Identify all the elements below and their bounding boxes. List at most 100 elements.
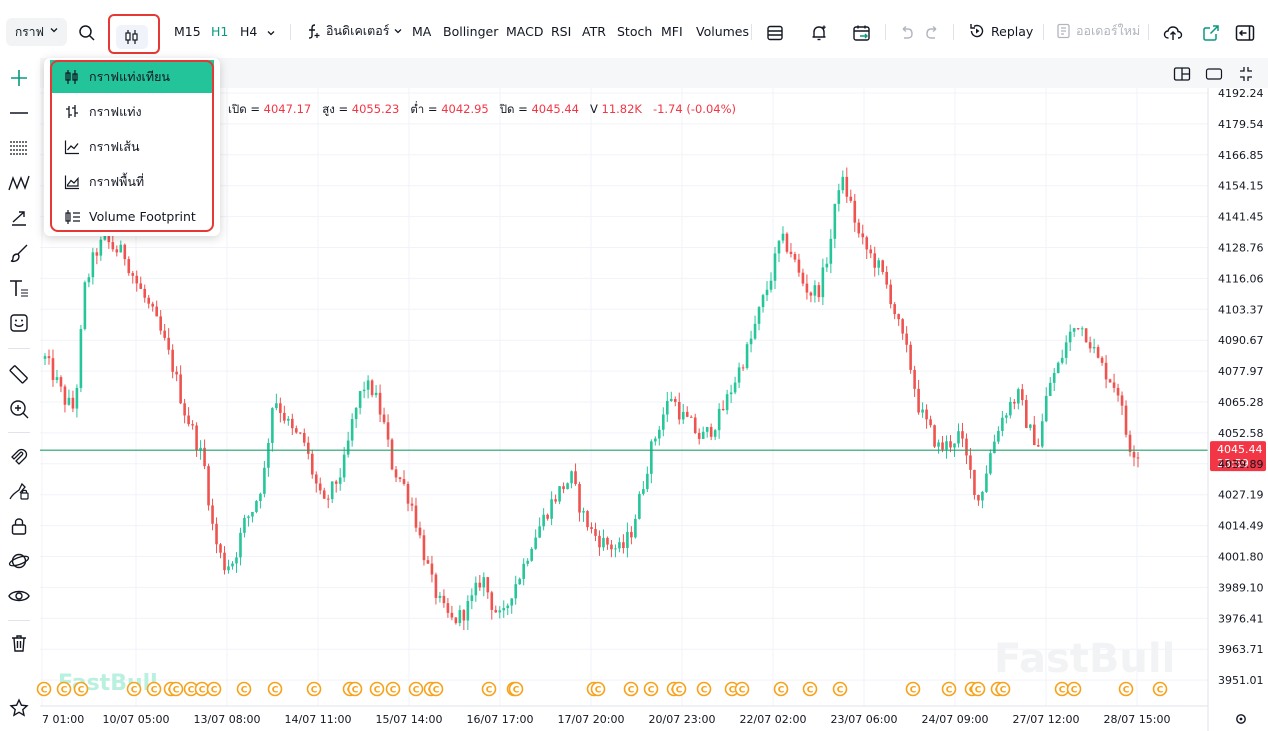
- timeframe-h1[interactable]: H1: [211, 23, 229, 39]
- brush-icon[interactable]: [6, 240, 32, 266]
- crosshair-icon[interactable]: [6, 65, 32, 91]
- event-marker-icon[interactable]: C: [146, 681, 162, 697]
- event-marker-icon[interactable]: C: [369, 681, 385, 697]
- event-marker-icon[interactable]: C: [267, 681, 283, 697]
- event-marker-icon[interactable]: C: [696, 681, 712, 697]
- event-marker-icon[interactable]: C: [126, 681, 142, 697]
- trend-arrow-icon[interactable]: [6, 205, 32, 231]
- event-marker-icon[interactable]: C: [56, 681, 72, 697]
- candle: [298, 432, 302, 435]
- indicator-ma[interactable]: MA: [412, 23, 432, 39]
- event-marker-icon[interactable]: C: [408, 681, 424, 697]
- fib-lines-icon[interactable]: [6, 135, 32, 161]
- search-icon[interactable]: [76, 22, 98, 44]
- event-marker-icon[interactable]: C: [428, 681, 444, 697]
- star-icon[interactable]: [6, 695, 32, 721]
- indicator-volumes[interactable]: Volumes: [696, 23, 750, 39]
- event-marker-icon[interactable]: C: [206, 681, 222, 697]
- event-marker-icon[interactable]: C: [643, 681, 659, 697]
- chart-type-area[interactable]: กราฟพื้นที่: [50, 165, 214, 198]
- horizontal-line-icon[interactable]: [6, 100, 32, 126]
- candle-body: [574, 471, 577, 484]
- event-marker-icon[interactable]: C: [347, 681, 363, 697]
- chart-type-bars[interactable]: กราฟแท่ง: [50, 95, 214, 128]
- pattern-icon[interactable]: [6, 170, 32, 196]
- event-marker-icon[interactable]: C: [385, 681, 401, 697]
- event-marker-icon[interactable]: C: [1054, 681, 1070, 697]
- layout-icon[interactable]: [764, 22, 786, 44]
- chart-type-volume-footprint[interactable]: Volume Footprint: [50, 200, 214, 233]
- event-marker-icon[interactable]: C: [671, 681, 687, 697]
- lock-drawings-icon[interactable]: [6, 478, 32, 504]
- settings-gear-icon[interactable]: [1236, 714, 1246, 724]
- planet-icon[interactable]: [6, 548, 32, 574]
- event-marker-icon[interactable]: C: [734, 681, 750, 697]
- event-marker-icon[interactable]: C: [1152, 681, 1168, 697]
- candle-body: [582, 511, 585, 513]
- chart-menu-button[interactable]: กราฟ: [6, 18, 67, 46]
- event-marker-icon[interactable]: C: [306, 681, 322, 697]
- event-marker-icon[interactable]: C: [623, 681, 639, 697]
- event-marker-icon[interactable]: C: [1066, 681, 1082, 697]
- undo-icon[interactable]: [895, 22, 917, 44]
- event-marker-label: C: [701, 686, 708, 696]
- zoom-in-icon[interactable]: [6, 396, 32, 422]
- trash-icon[interactable]: [6, 630, 32, 656]
- alert-bell-icon[interactable]: [808, 22, 830, 44]
- replay-button[interactable]: Replay: [968, 6, 1033, 56]
- indicator-atr[interactable]: ATR: [582, 23, 606, 39]
- eye-icon[interactable]: [6, 583, 32, 609]
- event-marker-icon[interactable]: C: [970, 681, 986, 697]
- indicator-rsi[interactable]: RSI: [551, 23, 572, 39]
- redo-icon[interactable]: [922, 22, 944, 44]
- candle-body: [390, 439, 394, 470]
- event-marker-icon[interactable]: C: [73, 681, 89, 697]
- timeframe-h4[interactable]: H4: [240, 23, 258, 39]
- candle-body: [1032, 424, 1036, 446]
- event-marker-icon[interactable]: C: [995, 681, 1011, 697]
- window-icon[interactable]: [1205, 66, 1223, 82]
- chevron-down-icon[interactable]: [260, 22, 282, 44]
- indicator-macd[interactable]: MACD: [506, 23, 544, 39]
- candle-body: [470, 595, 474, 601]
- chart-type-label: กราฟเส้น: [89, 138, 140, 154]
- candle-body: [717, 408, 721, 431]
- event-marker-icon[interactable]: C: [481, 681, 497, 697]
- event-marker-icon[interactable]: C: [773, 681, 789, 697]
- indicator-stoch[interactable]: Stoch: [617, 23, 653, 39]
- chart-style-button[interactable]: [116, 25, 148, 49]
- lock-icon[interactable]: [6, 513, 32, 539]
- timeframe-m15[interactable]: M15: [174, 23, 201, 39]
- indicator-bollinger[interactable]: Bollinger: [443, 23, 499, 39]
- emoji-icon[interactable]: [6, 310, 32, 336]
- external-open-icon[interactable]: [1200, 22, 1222, 44]
- magnet-icon[interactable]: [6, 443, 32, 469]
- calendar-sync-icon[interactable]: [851, 22, 873, 44]
- chart-type-line[interactable]: กราฟเส้น: [50, 130, 214, 163]
- candle-body: [550, 499, 553, 519]
- panel-layout-icon[interactable]: [1173, 66, 1191, 82]
- candle: [255, 500, 258, 514]
- event-marker-icon[interactable]: C: [168, 681, 184, 697]
- event-marker-icon[interactable]: C: [590, 681, 606, 697]
- indicators-menu-button[interactable]: อินดิเคเตอร์: [306, 6, 403, 56]
- text-tool-icon[interactable]: [6, 275, 32, 301]
- cloud-upload-icon[interactable]: [1162, 22, 1184, 44]
- event-marker-icon[interactable]: C: [36, 681, 52, 697]
- event-marker-icon[interactable]: C: [832, 681, 848, 697]
- ruler-icon[interactable]: [6, 361, 32, 387]
- event-marker-icon[interactable]: C: [194, 681, 210, 697]
- event-marker-icon[interactable]: C: [1118, 681, 1134, 697]
- event-marker-icon[interactable]: C: [508, 681, 524, 697]
- event-marker-icon[interactable]: C: [905, 681, 921, 697]
- event-marker-icon[interactable]: C: [941, 681, 957, 697]
- event-marker-icon[interactable]: C: [802, 681, 818, 697]
- indicator-mfi[interactable]: MFI: [661, 23, 683, 39]
- event-marker-icon[interactable]: C: [236, 681, 252, 697]
- collapse-icon[interactable]: [1237, 66, 1255, 82]
- new-order-button[interactable]: ออเดอร์ใหม่: [1056, 6, 1140, 56]
- exit-panel-icon[interactable]: [1234, 22, 1256, 44]
- chart-type-candles[interactable]: กราฟแท่งเทียน: [50, 60, 214, 93]
- candle: [139, 276, 143, 290]
